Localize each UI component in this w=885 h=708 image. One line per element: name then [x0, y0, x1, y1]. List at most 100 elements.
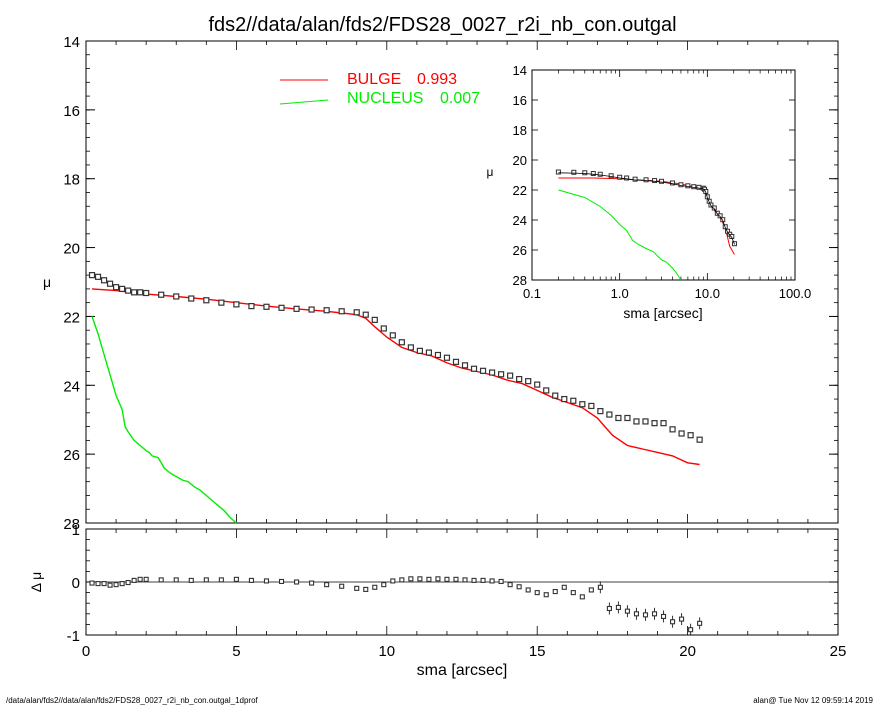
data-point: [100, 277, 108, 284]
main-panel: 14 16 18 20 22 24 26 28 μ: [43, 34, 839, 533]
residual-point: [489, 578, 495, 584]
data-point: [308, 306, 315, 313]
residual-point: [597, 584, 603, 590]
residual-point: [462, 577, 468, 583]
data-point: [188, 295, 195, 302]
inset-model-line: [558, 172, 735, 245]
residual-point: [697, 620, 703, 626]
residual-point: [119, 581, 125, 587]
data-point: [125, 287, 132, 294]
data-point: [158, 291, 165, 298]
inset-frame: [531, 69, 796, 281]
data-point: [498, 371, 505, 378]
inset-xlabel: sma [arcsec]: [623, 305, 702, 321]
residual-xtick-label: 5: [232, 643, 240, 660]
data-point: [416, 347, 423, 354]
data-point: [570, 397, 577, 404]
data-point: [398, 339, 405, 346]
residual-point: [525, 587, 531, 593]
inset-xtick-label: 10.0: [695, 286, 720, 301]
data-point: [651, 420, 658, 427]
residual-point: [408, 576, 414, 582]
residual-point: [309, 580, 315, 586]
inset-ticks: 14 16 18 20 22 24 26 280.1 1.0 10.0 100.0: [513, 63, 812, 301]
data-point: [696, 436, 703, 443]
inset-xtick-label: 0.1: [523, 286, 541, 301]
residual-point: [426, 576, 432, 582]
data-point: [106, 280, 114, 287]
inset-data-point: [717, 213, 723, 219]
data-point: [687, 432, 694, 439]
residual-point: [651, 611, 658, 617]
inset-data-point: [669, 180, 675, 186]
data-point: [452, 358, 460, 365]
inset-xtick-label: 100.0: [779, 286, 812, 301]
residual-point: [453, 576, 459, 582]
main-ytick-label: 26: [63, 447, 80, 464]
residual-point: [543, 592, 549, 598]
residual-point: [588, 587, 594, 593]
data-point: [461, 362, 469, 369]
data-point: [407, 344, 414, 351]
residual-ytick-label: 0: [72, 575, 80, 592]
residual-point: [480, 577, 486, 583]
residual-point: [498, 578, 504, 585]
inset-data-point: [678, 182, 684, 188]
residual-point: [278, 578, 285, 585]
residual-ylabel: Δ μ: [28, 572, 44, 593]
residual-point: [354, 585, 360, 591]
main-ytick-label: 16: [63, 103, 80, 120]
residual-point: [188, 577, 194, 583]
data-point: [561, 395, 568, 403]
data-point: [615, 414, 622, 422]
inset-data-point: [652, 178, 658, 184]
main-ytick-label: 22: [63, 309, 80, 326]
data-point: [233, 301, 240, 308]
inset-data-point: [597, 171, 603, 177]
main-ytick-label: 14: [63, 34, 80, 51]
residual-point: [606, 605, 612, 612]
residual-point: [203, 577, 209, 583]
inset-data-point: [582, 170, 588, 176]
chart-title: fds2//data/alan/fds2/FDS28_0027_r2i_nb_c…: [208, 14, 677, 36]
residual-xtick-label: 10: [378, 643, 395, 660]
data-point: [353, 309, 360, 316]
inset-ytick-label: 28: [513, 273, 527, 288]
residual-xlabel: sma [arcsec]: [417, 662, 508, 679]
residual-point: [444, 576, 450, 582]
inset-ytick-label: 22: [513, 183, 527, 198]
main-frame: [85, 40, 839, 524]
inset-data-point: [711, 205, 717, 211]
residual-point: [107, 582, 113, 588]
series-line-nucleus: [91, 316, 237, 524]
inset-xtick-label: 1.0: [611, 286, 629, 301]
residual-point: [516, 584, 522, 590]
residual-point: [633, 611, 640, 617]
data-point: [143, 289, 150, 297]
data-point: [678, 430, 685, 437]
residual-point: [158, 577, 164, 583]
inset-data-point: [685, 183, 691, 189]
residual-point: [679, 616, 685, 622]
inset-data-point: [729, 234, 735, 239]
data-point: [624, 414, 631, 422]
inset-data-point: [691, 184, 697, 190]
data-point: [642, 418, 649, 425]
inset-ytick-label: 24: [513, 213, 527, 228]
data-point: [660, 420, 667, 427]
inset-panel: 14 16 18 20 22 24 26 280.1 1.0 10.0 100.0 μ sma [a…: [487, 63, 812, 321]
residual-point: [471, 577, 477, 583]
residual-point: [624, 608, 630, 614]
residual-point: [233, 576, 239, 582]
inset-data-point: [658, 178, 664, 184]
inset-data-point: [624, 175, 630, 181]
data-point: [218, 299, 225, 306]
residual-xtick-label: 20: [679, 643, 696, 660]
legend-nucleus-line: [279, 99, 329, 105]
residual-point: [113, 582, 119, 588]
main-ticks: 14 16 18 20 22 24 26 28: [63, 34, 839, 533]
inset-line-nucleus: [558, 189, 682, 281]
inset-series: [555, 169, 737, 281]
residual-point: [642, 612, 649, 618]
residual-point: [615, 604, 621, 610]
